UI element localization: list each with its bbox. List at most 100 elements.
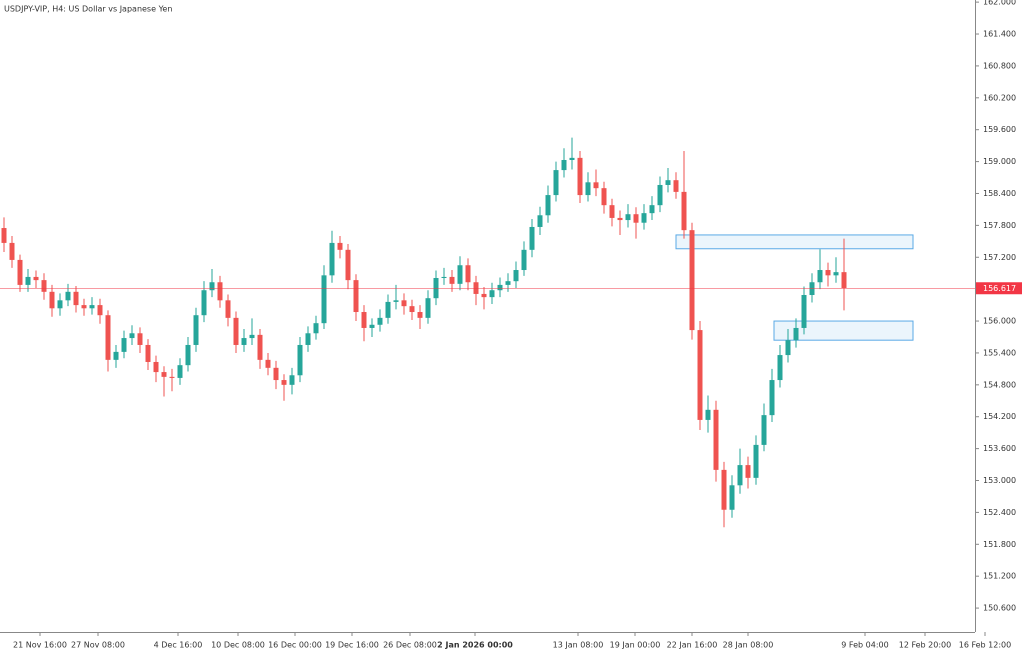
candle-body: [65, 291, 71, 301]
chart-title: USDJPY-VIP, H4: US Dollar vs Japanese Ye…: [4, 5, 172, 14]
candle-body: [297, 344, 303, 376]
candle-body: [153, 361, 159, 373]
candle-body: [185, 344, 191, 366]
candle-body: [17, 259, 23, 285]
zone: [675, 234, 914, 250]
y-tick-label: 157.800: [983, 221, 1016, 230]
x-tick-label: 26 Dec 08:00: [383, 641, 437, 650]
candle-body: [241, 338, 247, 345]
x-tick-label: 10 Dec 08:00: [211, 641, 265, 650]
y-tick-label: 154.800: [983, 380, 1016, 389]
candle-body: [481, 293, 487, 298]
candle-body: [745, 465, 751, 478]
y-tick-label: 150.600: [983, 604, 1016, 613]
y-tick-label: 151.200: [983, 572, 1016, 581]
candle-body: [505, 281, 511, 285]
candle-body: [545, 195, 551, 216]
candle-body: [129, 333, 135, 339]
candle-body: [841, 272, 847, 289]
candle-body: [705, 409, 711, 420]
y-tick-label: 161.400: [983, 30, 1016, 39]
candle-body: [593, 182, 599, 189]
candle-body: [409, 306, 415, 313]
candle-body: [249, 334, 255, 339]
candle-body: [25, 276, 31, 285]
x-tick-label: 12 Feb 20:00: [899, 641, 951, 650]
candle-body: [777, 355, 783, 381]
candle-body: [1, 228, 7, 243]
zone: [773, 320, 914, 341]
candle-body: [273, 367, 279, 381]
candle-body: [529, 226, 535, 250]
candle-body: [369, 324, 375, 328]
candle-body: [833, 272, 839, 276]
candle-body: [689, 230, 695, 331]
x-tick-label: 16 Feb 12:00: [959, 641, 1011, 650]
y-tick-label: 160.800: [983, 61, 1016, 70]
candle-body: [49, 291, 55, 309]
candle-body: [601, 188, 607, 206]
candle-body: [737, 465, 743, 486]
y-tick-label: 155.400: [983, 348, 1016, 357]
y-tick-label: 158.400: [983, 189, 1016, 198]
candle-body: [425, 298, 431, 318]
candle-body: [585, 182, 591, 196]
x-tick-label: 4 Dec 16:00: [154, 641, 203, 650]
candle-body: [265, 359, 271, 368]
candle-body: [401, 300, 407, 307]
candle-body: [825, 270, 831, 276]
candle-body: [313, 323, 319, 334]
candle-body: [89, 305, 95, 309]
candle-body: [321, 275, 327, 324]
candle-body: [569, 157, 575, 160]
candle-body: [257, 334, 263, 360]
candle-body: [649, 205, 655, 214]
candle-body: [761, 415, 767, 445]
x-tick-label: 27 Nov 08:00: [71, 641, 125, 650]
candle-body: [345, 249, 351, 281]
candle-body: [769, 380, 775, 416]
candle-body: [337, 242, 343, 250]
candle-body: [817, 270, 823, 283]
candle-body: [793, 327, 799, 341]
candle-body: [105, 315, 111, 360]
candle-body: [441, 276, 447, 278]
x-tick-label: 16 Dec 00:00: [268, 641, 322, 650]
candle-body: [385, 301, 391, 318]
candle-body: [553, 170, 559, 196]
y-tick-label: 153.600: [983, 444, 1016, 453]
x-tick-label: 19 Jan 00:00: [610, 641, 661, 650]
candle-body: [665, 180, 671, 185]
candle-body: [561, 159, 567, 171]
x-tick-label: 19 Dec 16:00: [325, 641, 379, 650]
y-tick-label: 152.400: [983, 508, 1016, 517]
y-tick-label: 159.600: [983, 125, 1016, 134]
x-tick-label: 21 Nov 16:00: [13, 641, 67, 650]
candle-body: [281, 380, 287, 385]
candle-body: [121, 338, 127, 352]
last-price-box: [976, 282, 1022, 295]
candle-body: [465, 265, 471, 283]
y-tick-label: 159.000: [983, 157, 1016, 166]
candle-body: [137, 333, 143, 345]
candle-body: [633, 214, 639, 223]
candle-body: [353, 280, 359, 313]
candle-body: [713, 409, 719, 470]
candle-body: [225, 300, 231, 318]
candle-body: [641, 213, 647, 223]
candle-body: [697, 330, 703, 420]
candle-body: [57, 300, 63, 309]
candle-body: [729, 485, 735, 510]
y-tick-label: 154.200: [983, 412, 1016, 421]
candle-body: [625, 214, 631, 221]
candle-body: [41, 280, 47, 292]
candle-body: [617, 217, 623, 221]
candle-body: [801, 295, 807, 328]
candle-body: [289, 375, 295, 385]
y-tick-label: 162.000: [983, 0, 1016, 7]
candle-body: [489, 290, 495, 298]
candle-body: [497, 284, 503, 291]
candle-body: [785, 340, 791, 356]
candle-body: [305, 333, 311, 345]
